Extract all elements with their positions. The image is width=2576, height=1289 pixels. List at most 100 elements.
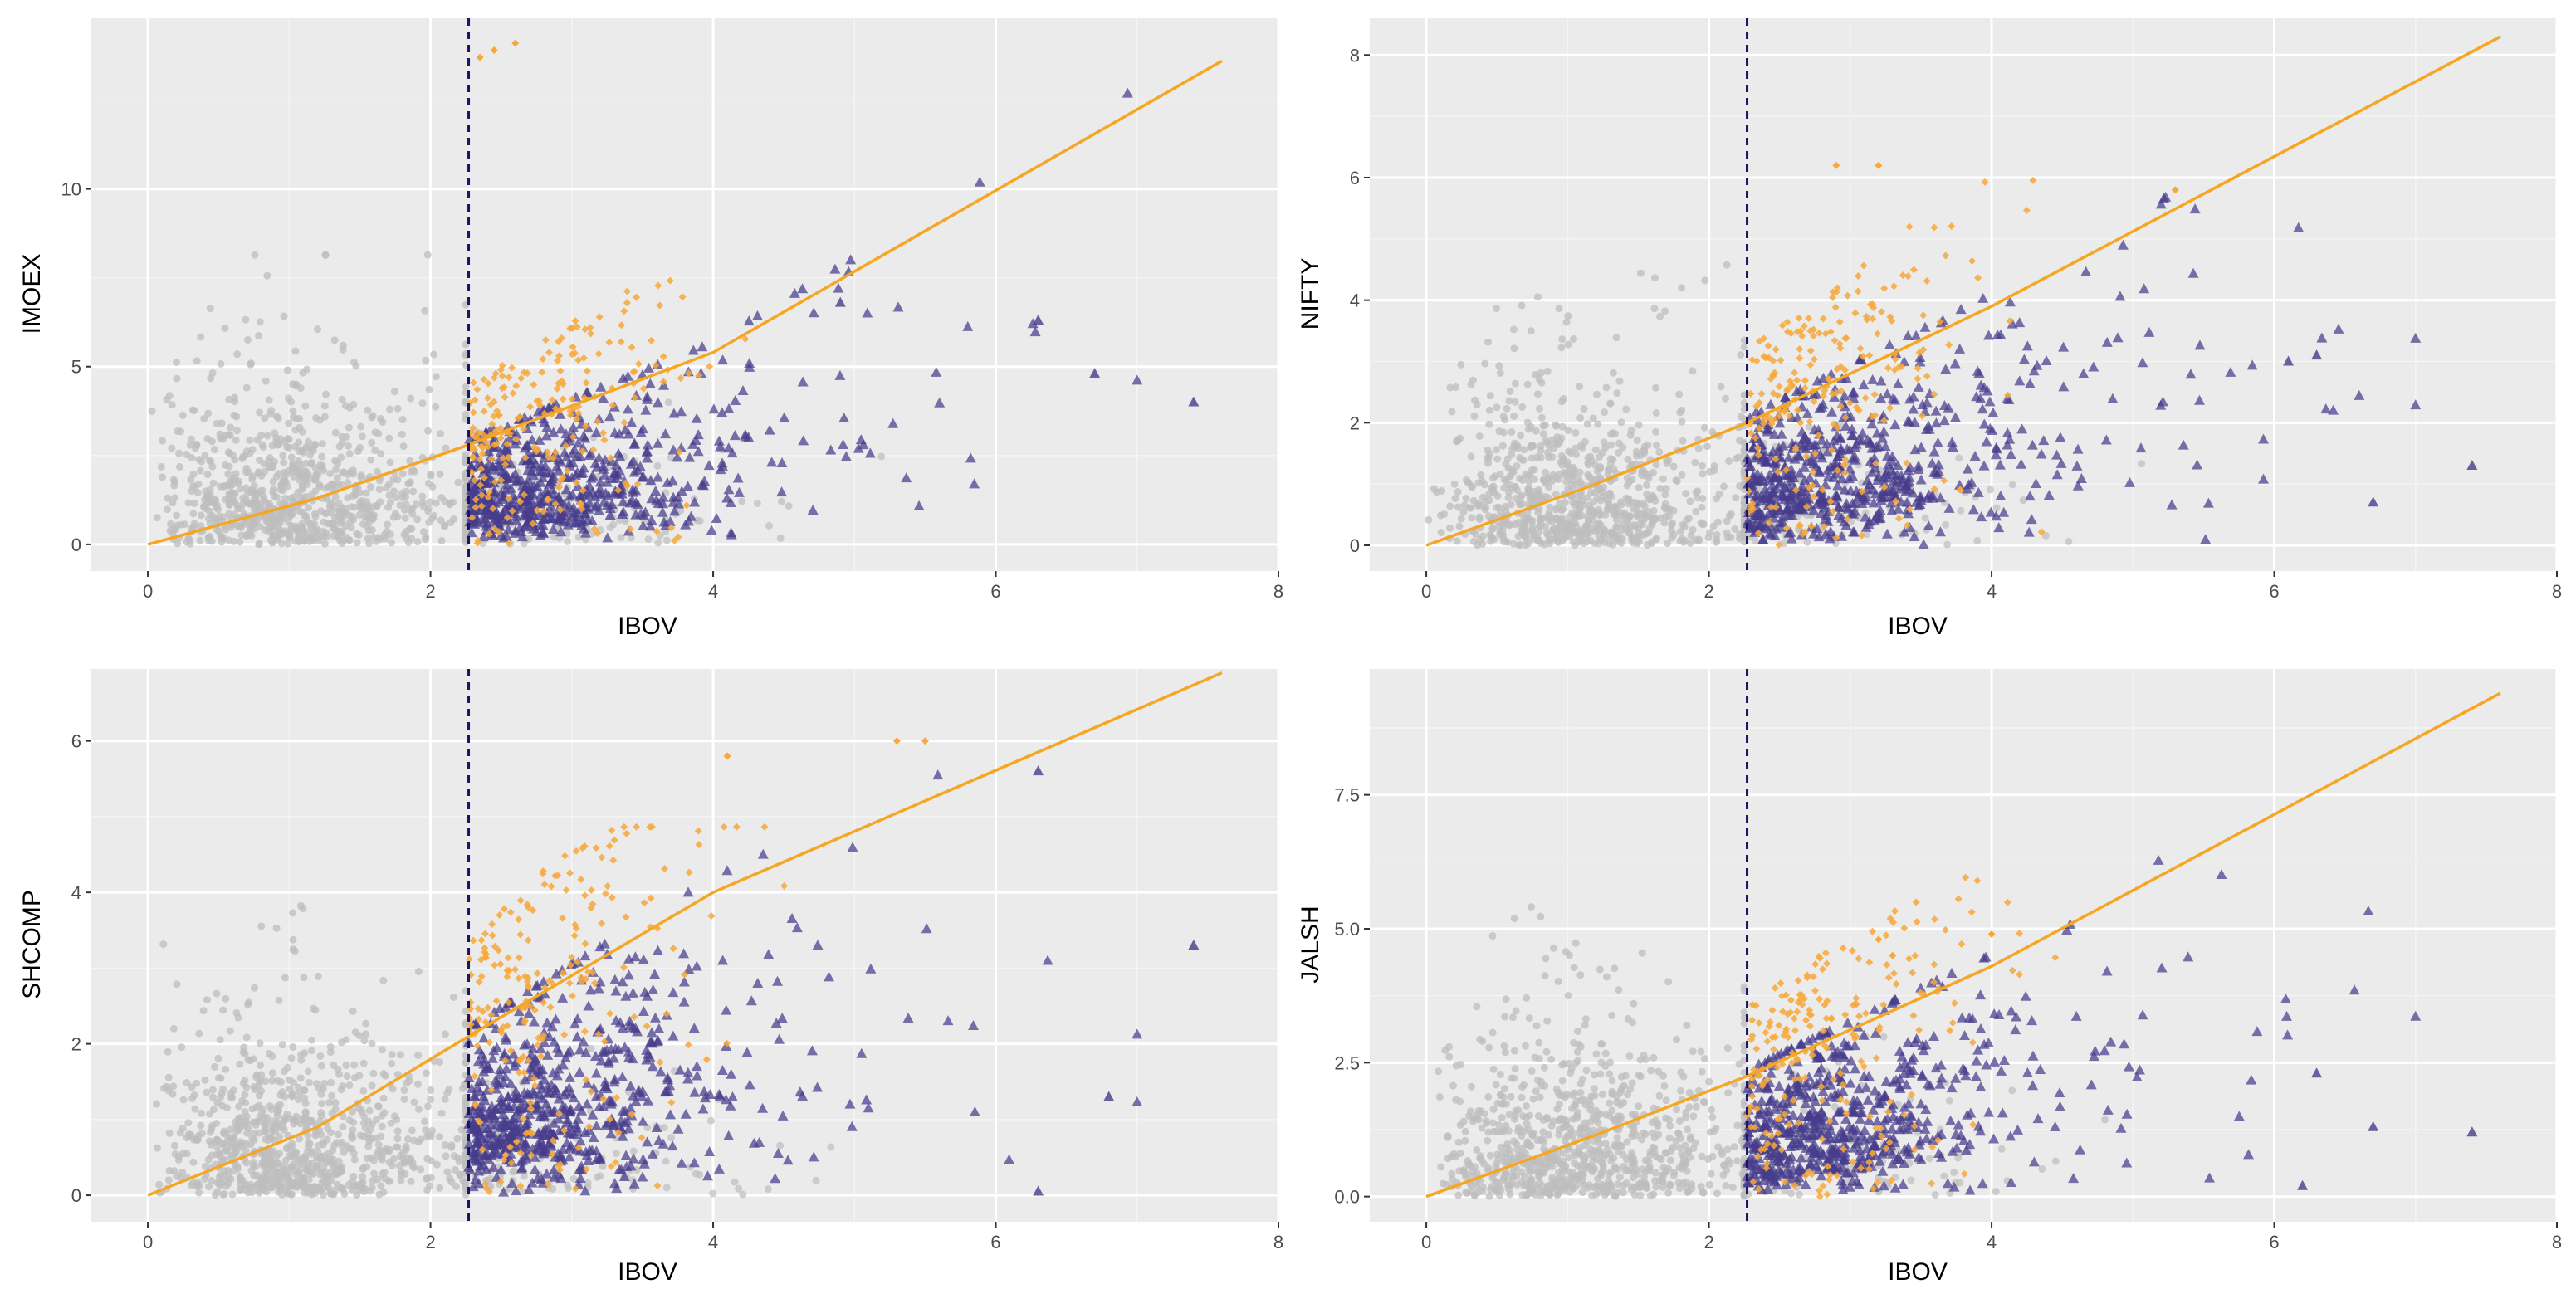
gray-point xyxy=(254,468,262,476)
gray-point xyxy=(1635,483,1643,491)
orange-point xyxy=(1834,423,1842,432)
purple-point xyxy=(1835,442,1846,453)
gray-point xyxy=(1668,534,1676,542)
gray-point xyxy=(1556,499,1564,507)
gray-point xyxy=(219,1130,227,1138)
purple-point xyxy=(2016,423,2028,434)
points xyxy=(148,39,1200,549)
gray-point xyxy=(268,1117,276,1125)
gray-point xyxy=(1591,475,1600,483)
gray-point xyxy=(289,407,297,415)
gray-point xyxy=(301,1099,310,1107)
purple-point xyxy=(2024,378,2036,388)
orange-point xyxy=(579,354,588,362)
gray-point xyxy=(184,499,193,507)
purple-point xyxy=(1764,527,1776,538)
gray-point xyxy=(236,538,244,546)
gray-point xyxy=(337,453,345,461)
purple-point xyxy=(1850,496,1861,507)
purple-point xyxy=(808,307,819,318)
gray-point xyxy=(380,1168,389,1176)
gray-point xyxy=(213,989,221,998)
gray-point xyxy=(242,1033,251,1042)
purple-point xyxy=(1902,415,1914,426)
gray-point xyxy=(1656,312,1664,320)
gray-point xyxy=(1576,527,1584,535)
purple-point xyxy=(2018,354,2030,364)
gray-point xyxy=(1676,537,1684,545)
gray-point xyxy=(326,1189,335,1198)
orange-point xyxy=(1851,309,1860,317)
gray-point xyxy=(345,423,353,432)
gray-point xyxy=(1485,490,1493,498)
orange-point xyxy=(553,384,561,393)
gray-point xyxy=(246,1057,254,1065)
gray-point xyxy=(284,540,292,548)
gray-point xyxy=(261,1125,269,1134)
gray-point xyxy=(321,510,330,518)
purple-point xyxy=(2051,449,2063,460)
purple-point xyxy=(706,525,717,535)
gray-point xyxy=(432,499,440,507)
orange-point xyxy=(1830,420,1838,428)
orange-point xyxy=(1903,521,1911,530)
gray-point xyxy=(243,335,252,344)
gray-point xyxy=(349,1118,358,1126)
x-tick-label: 8 xyxy=(2552,581,2562,602)
gray-point xyxy=(1992,504,2001,512)
purple-point xyxy=(667,496,679,507)
gray-point xyxy=(1678,471,1686,479)
purple-point xyxy=(1887,457,1899,467)
gray-point xyxy=(569,1174,578,1183)
orange-point xyxy=(1775,383,1783,391)
gray-point xyxy=(247,499,256,507)
gray-point xyxy=(1609,369,1617,377)
gray-point xyxy=(436,1184,444,1192)
orange-point xyxy=(545,349,553,357)
purple-point xyxy=(1817,373,1829,383)
gray-point xyxy=(201,1076,209,1084)
x-tick-label: 4 xyxy=(708,1232,718,1252)
gray-point xyxy=(227,1174,235,1183)
gray-point xyxy=(388,1059,396,1067)
gray-point xyxy=(294,488,302,496)
gray-point xyxy=(358,1184,366,1192)
gray-point xyxy=(1722,394,1730,403)
orange-point xyxy=(1923,372,1931,380)
gray-point xyxy=(1509,325,1518,334)
purple-point xyxy=(840,451,852,461)
gray-point xyxy=(617,534,625,542)
purple-point xyxy=(1904,521,1916,532)
purple-point xyxy=(487,461,499,472)
orange-point xyxy=(1858,531,1866,540)
gray-point xyxy=(1686,539,1694,547)
orange-point xyxy=(497,476,506,485)
purple-point xyxy=(545,512,557,523)
gray-point xyxy=(216,482,224,491)
purple-point xyxy=(1928,446,1940,457)
purple-point xyxy=(1890,491,1902,501)
gray-point xyxy=(1507,500,1515,509)
purple-point xyxy=(2257,433,2269,444)
purple-point xyxy=(2293,222,2305,232)
gray-point xyxy=(253,1171,262,1179)
gray-point xyxy=(1615,448,1623,457)
gray-point xyxy=(240,1043,248,1052)
gray-point xyxy=(1533,390,1542,398)
orange-point xyxy=(1832,534,1840,542)
gray-point xyxy=(326,1129,335,1137)
gray-point xyxy=(350,1061,359,1069)
purple-point xyxy=(962,320,974,331)
orange-point xyxy=(1785,412,1793,420)
gray-point xyxy=(401,492,409,500)
purple-point xyxy=(1767,505,1779,516)
gray-point xyxy=(1661,307,1669,315)
gray-point xyxy=(355,510,364,519)
gray-point xyxy=(231,398,239,406)
purple-point xyxy=(1762,423,1774,434)
gray-point xyxy=(1518,491,1526,500)
orange-point xyxy=(530,380,538,388)
gray-point xyxy=(266,512,275,520)
gray-point xyxy=(1566,464,1574,472)
